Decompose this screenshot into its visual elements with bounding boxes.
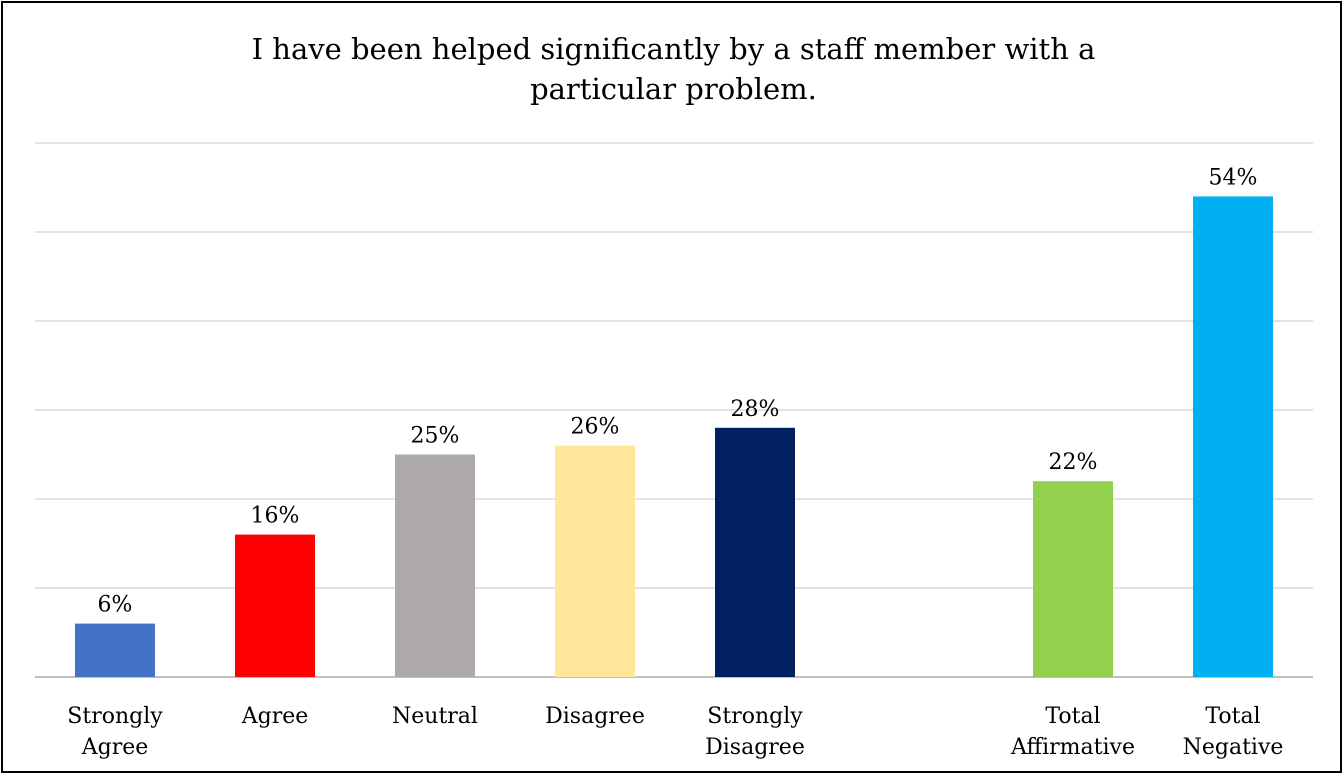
data-label: 54% bbox=[1209, 165, 1258, 190]
bar bbox=[715, 427, 795, 677]
category-label: Agree bbox=[241, 704, 309, 729]
bar bbox=[1193, 196, 1273, 677]
chart-title-line-2: particular problem. bbox=[530, 72, 817, 106]
category-label: Strongly bbox=[67, 704, 163, 729]
bar bbox=[395, 454, 475, 677]
category-label: Disagree bbox=[545, 704, 645, 729]
gridlines bbox=[35, 142, 1313, 678]
bar-chart: 6% 16% 25% 26% 28% 22% 54% Strongly Agree Agree N… bbox=[35, 142, 1313, 760]
data-label: 26% bbox=[571, 415, 620, 440]
bars bbox=[75, 196, 1273, 677]
category-label: Neutral bbox=[392, 704, 478, 729]
category-labels: Strongly Agree Agree Neutral Disagree Strongl… bbox=[67, 704, 1283, 760]
chart-title-line-1: I have been helped significantly by a st… bbox=[251, 32, 1096, 66]
category-label: Total bbox=[1045, 704, 1100, 729]
data-label: 25% bbox=[411, 424, 460, 449]
bar bbox=[555, 445, 635, 677]
data-label: 22% bbox=[1049, 450, 1098, 475]
chart-title: I have been helped significantly by a st… bbox=[3, 29, 1343, 109]
data-label: 16% bbox=[251, 504, 300, 529]
category-label: Affirmative bbox=[1010, 735, 1135, 760]
data-label: 28% bbox=[731, 397, 780, 422]
bar bbox=[1033, 481, 1113, 677]
category-label: Negative bbox=[1183, 735, 1284, 760]
value-labels: 6% 16% 25% 26% 28% 22% 54% bbox=[98, 165, 1258, 617]
category-label: Strongly bbox=[707, 704, 803, 729]
data-label: 6% bbox=[98, 593, 133, 618]
category-label: Agree bbox=[81, 735, 149, 760]
bar bbox=[75, 623, 155, 677]
category-label: Total bbox=[1205, 704, 1260, 729]
category-label: Disagree bbox=[705, 735, 805, 760]
bar bbox=[235, 534, 315, 677]
